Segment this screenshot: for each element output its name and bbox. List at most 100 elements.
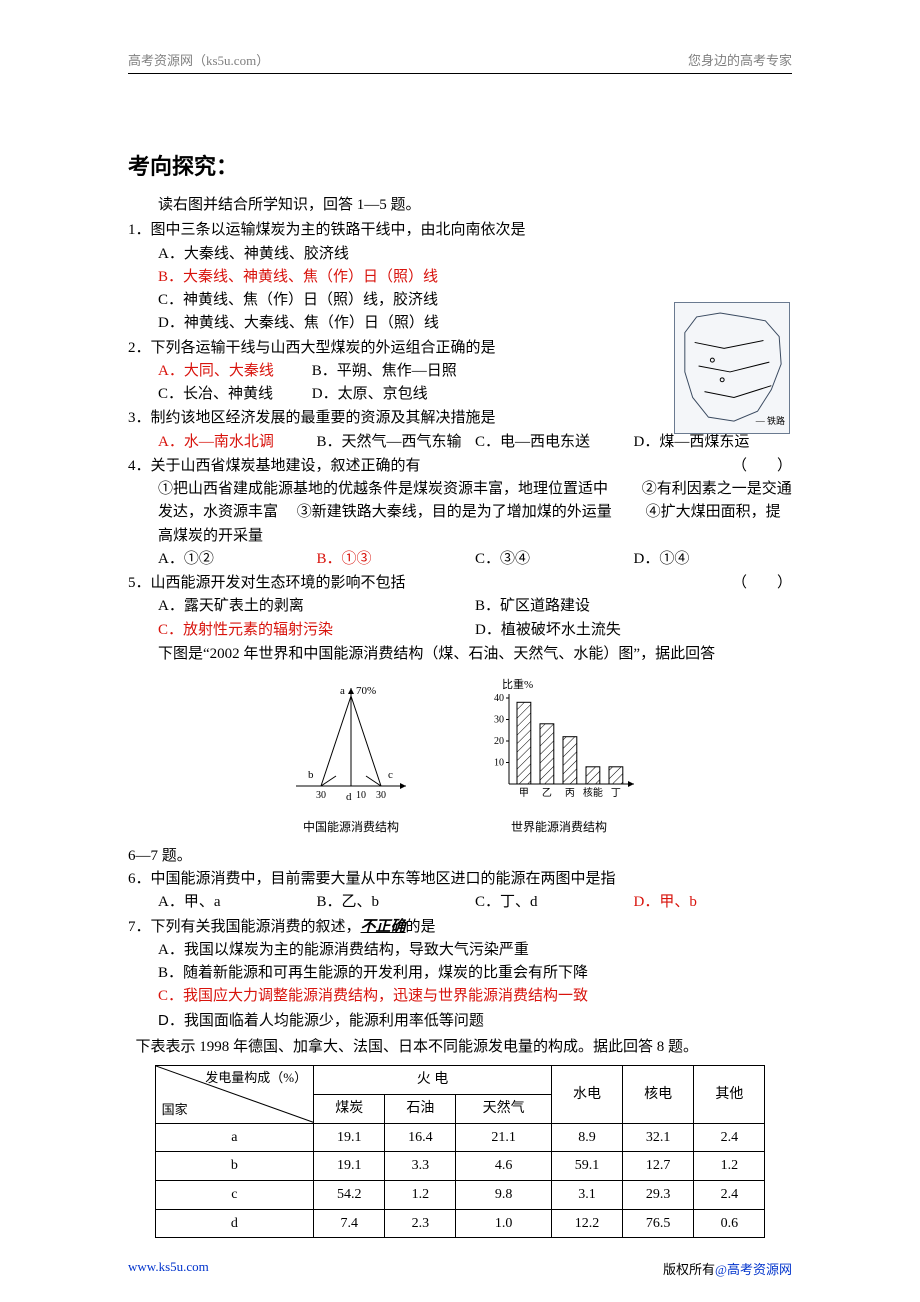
header-right: 您身边的高考专家	[688, 50, 792, 69]
col-oil: 石油	[385, 1094, 456, 1123]
q4-opt-d: D．①④	[634, 548, 793, 571]
map-svg	[675, 303, 789, 433]
triangle-caption: 中国能源消费结构	[276, 818, 426, 837]
svg-text:甲: 甲	[519, 788, 529, 799]
tri-right: c	[388, 769, 393, 781]
table-tl: 发电量构成（%）	[205, 1068, 307, 1088]
cell: 19.1	[314, 1152, 385, 1181]
q5-opt-a: A．露天矿表土的剥离	[158, 595, 475, 618]
page-content: 考向探究： 读右图并结合所学知识，回答 1—5 题。 — 铁路 1．图中三条以运…	[128, 150, 792, 1238]
tri-left: b	[308, 769, 314, 781]
svg-text:丁: 丁	[611, 788, 621, 799]
cell: 32.1	[623, 1123, 694, 1152]
intro-text: 读右图并结合所学知识，回答 1—5 题。	[128, 194, 792, 217]
svg-text:核能: 核能	[583, 786, 603, 799]
svg-text:30: 30	[376, 790, 386, 801]
table-row: d7.42.31.012.276.50.6	[155, 1209, 765, 1238]
svg-text:a: a	[340, 685, 345, 697]
q4-blank: （ ）	[732, 455, 792, 478]
tri-top-tick: 70%	[356, 685, 376, 697]
svg-text:40: 40	[494, 693, 504, 704]
q5-blank: （ ）	[732, 572, 792, 595]
q4-body: ①把山西省建成能源基地的优越条件是煤炭资源丰富，地理位置适中 ②有利因素之一是交…	[128, 478, 792, 548]
q3-opt-c: C．电—西电东送	[475, 431, 634, 454]
header-left: 高考资源网（ks5u.com）	[128, 53, 269, 68]
map-figure: — 铁路	[674, 302, 790, 434]
cell: 2.3	[385, 1209, 456, 1238]
q1-opt-b: B．大秦线、神黄线、焦（作）日（照）线	[158, 266, 792, 289]
table-diag-cell: 发电量构成（%） 国家	[155, 1066, 314, 1123]
cell: 54.2	[314, 1180, 385, 1209]
page-header: 高考资源网（ks5u.com） 您身边的高考专家	[128, 50, 792, 74]
q3-opt-b: B．天然气—西气东输	[317, 431, 476, 454]
figures-footer: 6—7 题。	[128, 845, 792, 868]
q6-opt-c: C．丁、d	[475, 891, 634, 914]
cell: 4.6	[456, 1152, 551, 1181]
q2-opt-c: C．长冶、神黄线	[158, 383, 308, 406]
question-6: 6．中国能源消费中，目前需要大量从中东等地区进口的能源在两图中是指 A．甲、a …	[128, 868, 792, 915]
section-title: 考向探究：	[128, 150, 792, 184]
q4-seg1: ①把山西省建成能源基地的优越条件是煤炭资源丰富，地理位置适中	[158, 481, 608, 497]
q7-opt-c: C．我国应大力调整能源消费结构，迅速与世界能源消费结构一致	[158, 985, 792, 1008]
question-7: 7．下列有关我国能源消费的叙述，不正确的是 A．我国以煤炭为主的能源消费结构，导…	[128, 916, 792, 1032]
q5-stem-text: 5．山西能源开发对生态环境的影响不包括	[128, 575, 406, 591]
cell: 12.2	[551, 1209, 622, 1238]
table-row: b19.13.34.659.112.71.2	[155, 1152, 765, 1181]
q6-opt-a: A．甲、a	[158, 891, 317, 914]
tri-bottom: d	[346, 791, 352, 803]
question-4: 4．关于山西省煤炭基地建设，叙述正确的有 （ ） ①把山西省建成能源基地的优越条…	[128, 455, 792, 571]
q1-opt-a: A．大秦线、神黄线、胶济线	[158, 243, 792, 266]
cell: 3.3	[385, 1152, 456, 1181]
svg-text:丙: 丙	[565, 788, 575, 799]
cell: 19.1	[314, 1123, 385, 1152]
cell: 2.4	[694, 1123, 765, 1152]
cell: 8.9	[551, 1123, 622, 1152]
cell: 1.2	[385, 1180, 456, 1209]
q2-opt-a: A．大同、大秦线	[158, 360, 308, 383]
row-label: a	[155, 1123, 314, 1152]
q2-opt-d: D．太原、京包线	[312, 383, 428, 406]
cell: 1.0	[456, 1209, 551, 1238]
cell: 3.1	[551, 1180, 622, 1209]
q6-stem: 6．中国能源消费中，目前需要大量从中东等地区进口的能源在两图中是指	[128, 868, 792, 891]
col-other: 其他	[694, 1066, 765, 1123]
col-water: 水电	[551, 1066, 622, 1123]
cell: 29.3	[623, 1180, 694, 1209]
q6-opt-b: B．乙、b	[317, 891, 476, 914]
svg-text:30: 30	[316, 790, 326, 801]
table-row: a19.116.421.18.932.12.4	[155, 1123, 765, 1152]
q7-opt-a: A．我国以煤炭为主的能源消费结构，导致大气污染严重	[158, 939, 792, 962]
col-gas: 天然气	[456, 1094, 551, 1123]
q5-opt-d: D．植被破坏水土流失	[475, 619, 792, 642]
col-coal: 煤炭	[314, 1094, 385, 1123]
q7-pre: 7．下列有关我国能源消费的叙述，	[128, 919, 361, 935]
q2-opt-b: B．平朔、焦作—日照	[312, 360, 457, 383]
cell: 16.4	[385, 1123, 456, 1152]
cell: 0.6	[694, 1209, 765, 1238]
figures-intro: 下图是“2002 年世界和中国能源消费结构（煤、石油、天然气、水能）图”，据此回…	[128, 643, 792, 666]
row-label: d	[155, 1209, 314, 1238]
cell: 1.2	[694, 1152, 765, 1181]
q7-opt-b: B．随着新能源和可再生能源的开发利用，煤炭的比重会有所下降	[158, 962, 792, 985]
map-legend: — 铁路	[756, 415, 785, 429]
svg-text:10: 10	[494, 758, 504, 769]
bar-caption: 世界能源消费结构	[474, 818, 644, 837]
q4-opt-b: B．①③	[317, 548, 476, 571]
table-bl: 国家	[162, 1100, 188, 1120]
table-row: c54.21.29.83.129.32.4	[155, 1180, 765, 1209]
triangle-chart: a 70% b c d 30 10 30 中国能源消费结构	[276, 676, 426, 837]
svg-text:10: 10	[356, 790, 366, 801]
q4-stem: 4．关于山西省煤炭基地建设，叙述正确的有 （ ）	[128, 455, 792, 478]
cell: 7.4	[314, 1209, 385, 1238]
footer-left: www.ks5u.com	[128, 1259, 209, 1274]
col-group: 火 电	[314, 1066, 552, 1095]
q7-em: 不正确	[361, 919, 406, 935]
cell: 59.1	[551, 1152, 622, 1181]
q7-stem: 7．下列有关我国能源消费的叙述，不正确的是	[128, 916, 792, 939]
question-5: 5．山西能源开发对生态环境的影响不包括 （ ） A．露天矿表土的剥离 B．矿区道…	[128, 572, 792, 642]
table-intro: 下表表示 1998 年德国、加拿大、法国、日本不同能源发电量的构成。据此回答 8…	[128, 1036, 792, 1059]
col-nuclear: 核电	[623, 1066, 694, 1123]
q4-stem-text: 4．关于山西省煤炭基地建设，叙述正确的有	[128, 458, 421, 474]
data-table: 发电量构成（%） 国家 火 电 水电 核电 其他 煤炭 石油 天然气 a19.1…	[155, 1065, 766, 1238]
figures-row: a 70% b c d 30 10 30 中国能源消费结构 比重%	[128, 676, 792, 837]
